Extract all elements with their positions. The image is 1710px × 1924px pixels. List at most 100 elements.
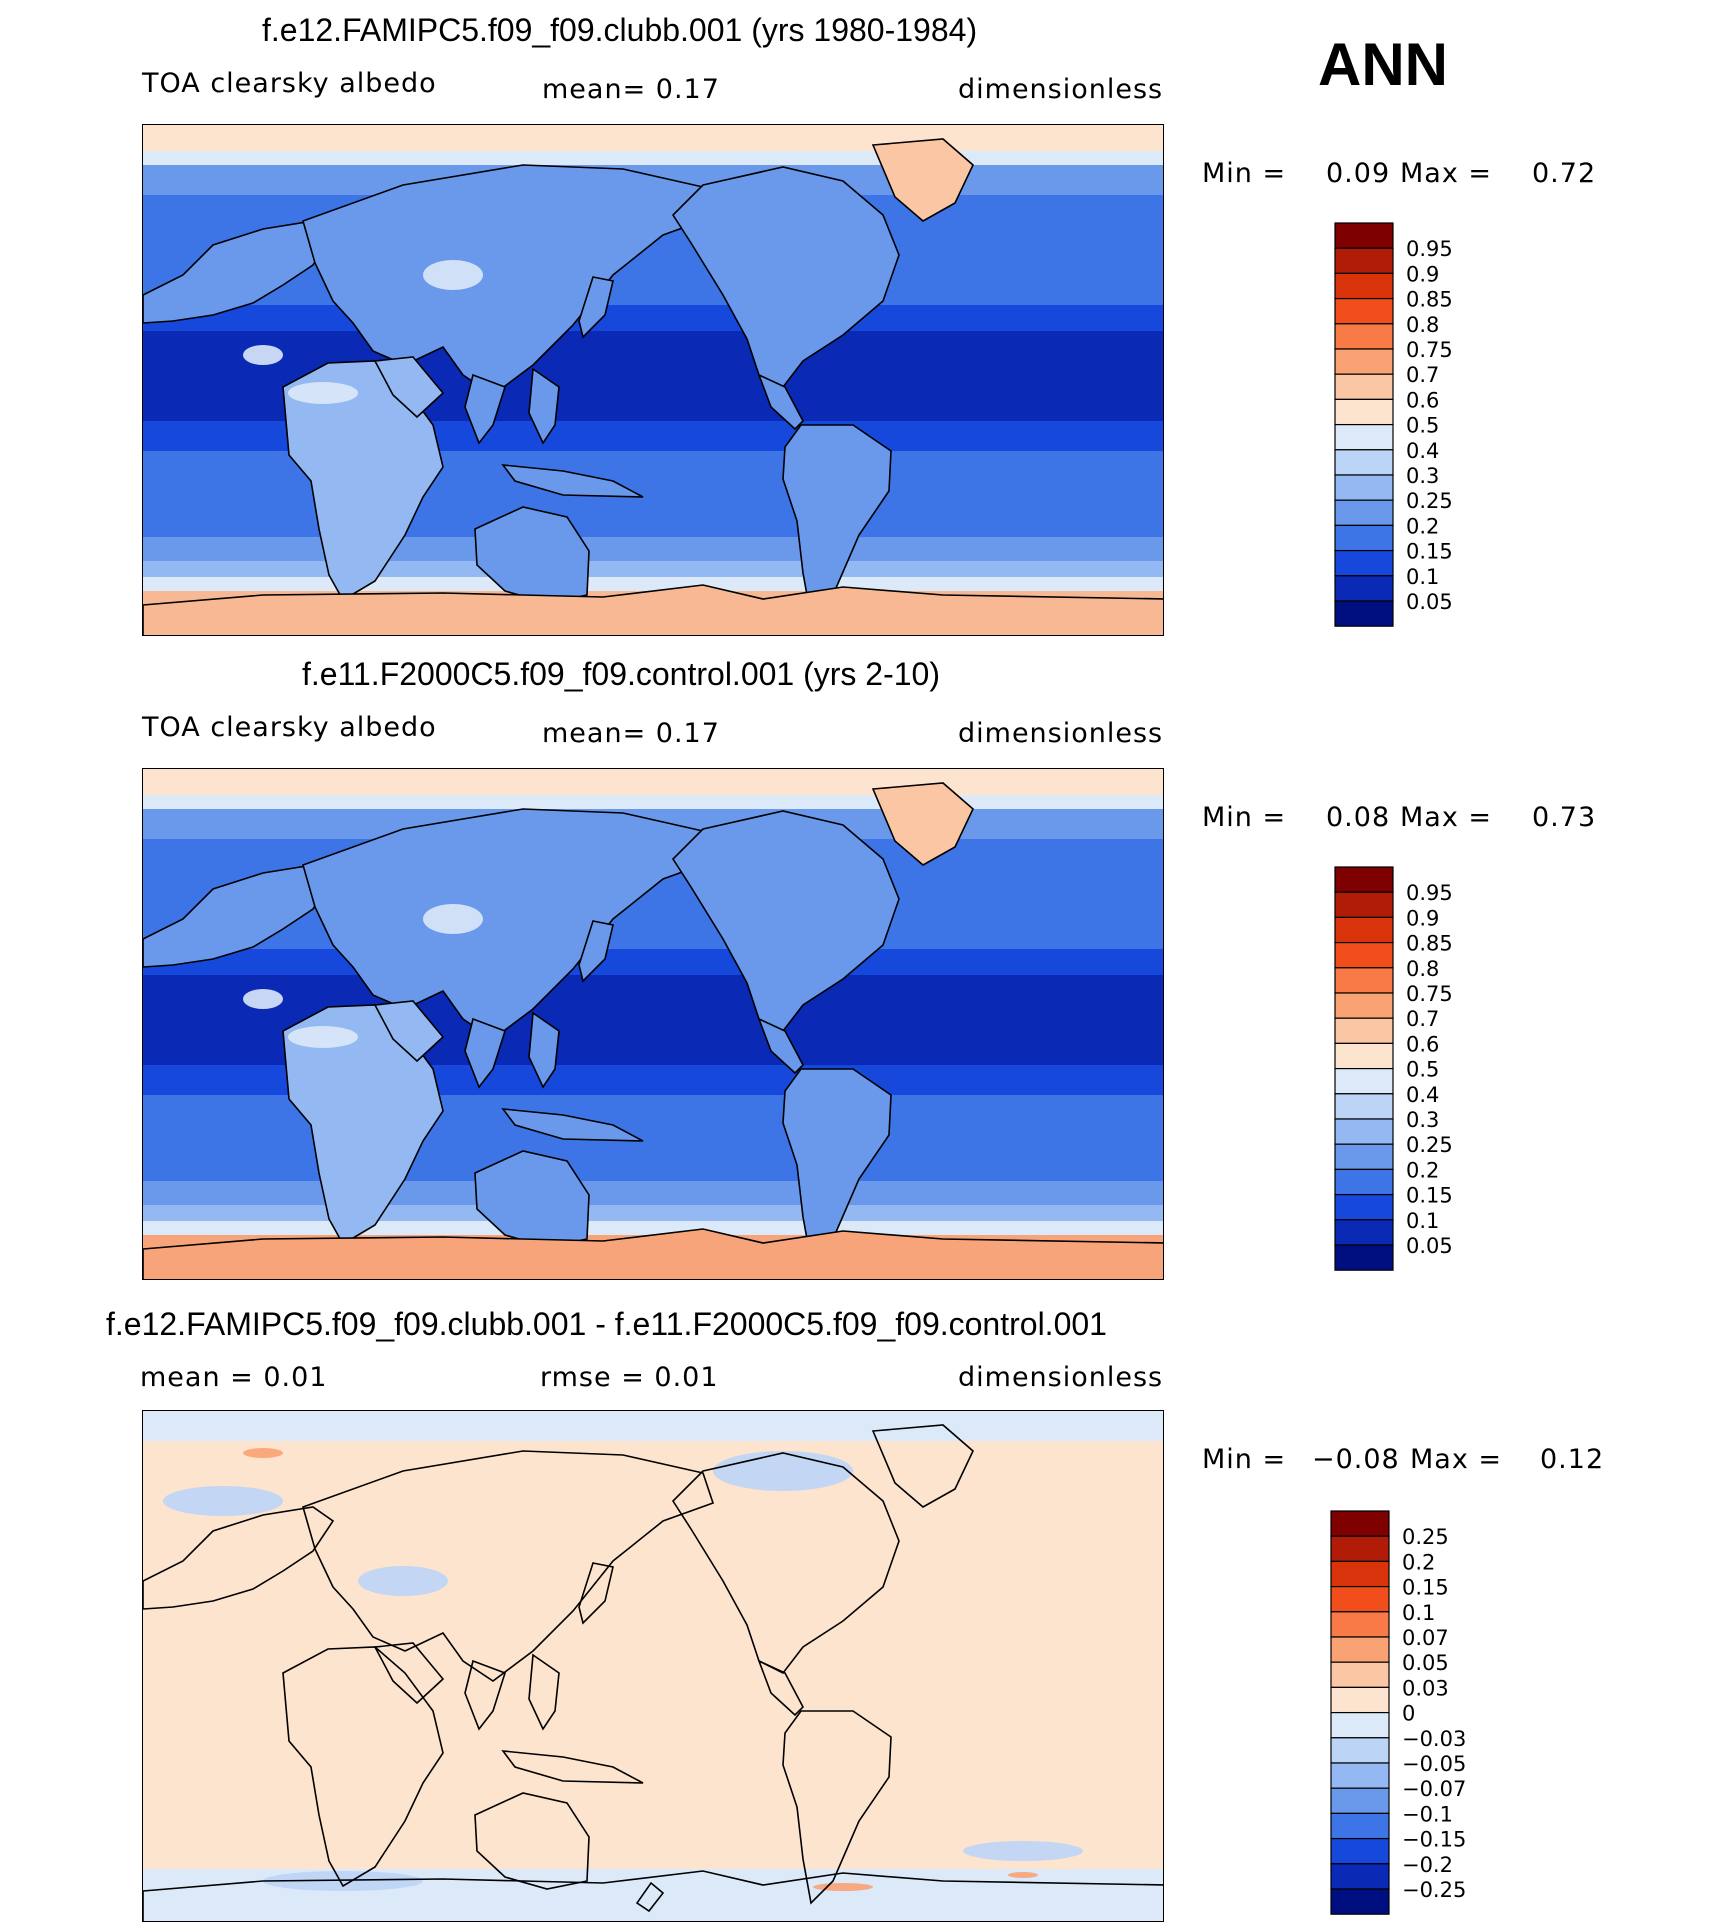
japan-landmass bbox=[578, 920, 614, 983]
colorbar-swatch bbox=[1334, 348, 1394, 375]
colorbar-swatch bbox=[1330, 1686, 1390, 1714]
panel-3-title: f.e12.FAMIPC5.f09_f09.clubb.001 - f.e11.… bbox=[106, 1306, 1107, 1342]
albedo-band bbox=[143, 949, 1163, 975]
colorbar-swatch bbox=[1334, 1017, 1394, 1044]
indonesia-landmass bbox=[501, 464, 644, 498]
colorbar-tick-label: 0.4 bbox=[1406, 439, 1439, 463]
positive-anomaly-patch bbox=[243, 1448, 283, 1458]
colorbar-tick-label: 0.2 bbox=[1402, 1550, 1435, 1574]
colorbar-tick-label: 0.85 bbox=[1406, 932, 1453, 956]
colorbar-tick-label: 0.15 bbox=[1406, 540, 1453, 564]
arabia-coastline bbox=[373, 1642, 445, 1705]
colorbar-tick-label: 0.6 bbox=[1406, 388, 1439, 412]
colorbar-tick-label: 0.75 bbox=[1406, 338, 1453, 362]
albedo-band bbox=[143, 1221, 1163, 1235]
panel-2-field-label: TOA clearsky albedo bbox=[142, 712, 437, 743]
albedo-band bbox=[143, 1181, 1163, 1205]
colorbar-tick-label: 0.15 bbox=[1402, 1576, 1449, 1600]
colorbar-swatch bbox=[1330, 1737, 1390, 1764]
asia-landmass bbox=[302, 164, 715, 396]
albedo-band bbox=[143, 537, 1163, 561]
colorbar-swatch bbox=[1334, 1244, 1394, 1271]
southamerica-coastline bbox=[782, 1710, 892, 1905]
panel-2-title: f.e11.F2000C5.f09_f09.control.001 (yrs 2… bbox=[302, 656, 940, 692]
colorbar-tick-label: −0.05 bbox=[1402, 1752, 1466, 1776]
northamerica-coastline bbox=[671, 1452, 900, 1675]
panel-1-title: f.e12.FAMIPC5.f09_f09.clubb.001 (yrs 198… bbox=[262, 12, 978, 48]
europe-coastline bbox=[143, 1506, 335, 1610]
colorbar-swatch bbox=[1330, 1661, 1390, 1688]
colorbar-swatch bbox=[1334, 1143, 1394, 1170]
panel-1-units: dimensionless bbox=[958, 74, 1164, 105]
bright-land-patch bbox=[288, 382, 358, 404]
panel-2-units: dimensionless bbox=[958, 718, 1164, 749]
map-field bbox=[143, 1411, 1163, 1921]
colorbar-tick-label: 0.85 bbox=[1406, 288, 1453, 312]
colorbar-swatch bbox=[1334, 423, 1394, 451]
colorbar-tick-label: 0.8 bbox=[1406, 313, 1439, 337]
colorbar-tick-label: 0.95 bbox=[1406, 881, 1453, 905]
greenland-landmass bbox=[871, 138, 974, 222]
panel-3-units: dimensionless bbox=[958, 1362, 1164, 1393]
panel-1-field-label: TOA clearsky albedo bbox=[142, 68, 437, 99]
northamerica-landmass bbox=[671, 166, 900, 389]
panel-2-max-value: 0.73 bbox=[1532, 802, 1597, 833]
albedo-band bbox=[143, 125, 1163, 151]
colorbar-swatch bbox=[1334, 373, 1394, 400]
colorbar-swatch bbox=[1330, 1888, 1390, 1915]
positive-anomaly-patch bbox=[1008, 1872, 1038, 1878]
bright-land-patch bbox=[243, 989, 283, 1009]
negative-anomaly-patch bbox=[713, 1451, 853, 1491]
centralamerica-landmass bbox=[757, 1017, 804, 1075]
colorbar-tick-label: 0.2 bbox=[1406, 514, 1439, 538]
panel-3-min-label: Min = bbox=[1202, 1444, 1287, 1475]
colorbar-tick-label: 0.5 bbox=[1406, 1058, 1439, 1082]
albedo-band bbox=[143, 305, 1163, 331]
panel-1-map bbox=[142, 124, 1164, 636]
japan-coastline bbox=[578, 1562, 614, 1625]
panel-2-colorbar: 0.95 0.9 0.85 0.8 0.75 0.7 0.6 0.5 0.4 0.3 0.25 0.2… bbox=[1334, 866, 1494, 1278]
colorbar-tick-label: 0.6 bbox=[1406, 1032, 1439, 1056]
panel-3-map bbox=[142, 1410, 1164, 1922]
colorbar-tick-label: −0.15 bbox=[1402, 1828, 1466, 1852]
colorbar-swatch bbox=[1334, 967, 1394, 994]
colorbar-swatch bbox=[1330, 1812, 1390, 1840]
positive-anomaly-patch bbox=[813, 1883, 873, 1891]
colorbar-tick-label: 0.9 bbox=[1406, 906, 1439, 930]
negative-anomaly-patch bbox=[263, 1871, 423, 1891]
colorbar-tick-label: 0.9 bbox=[1406, 262, 1439, 286]
colorbar-tick-label: 0.5 bbox=[1406, 414, 1439, 438]
colorbar-swatch bbox=[1334, 499, 1394, 526]
panel-2-map bbox=[142, 768, 1164, 1280]
colorbar-tick-label: −0.03 bbox=[1402, 1727, 1466, 1751]
colorbar-swatch bbox=[1334, 524, 1394, 552]
colorbar-swatch bbox=[1334, 1219, 1394, 1246]
colorbar-tick-label: 0.25 bbox=[1402, 1525, 1449, 1549]
bright-land-patch bbox=[423, 260, 483, 290]
colorbar-swatch bbox=[1334, 449, 1394, 476]
colorbar-swatch bbox=[1334, 600, 1394, 627]
panel-2-mean: mean= 0.17 bbox=[542, 718, 720, 749]
colorbar-swatch bbox=[1334, 297, 1394, 325]
indonesia-landmass bbox=[501, 1108, 644, 1142]
colorbar-tick-label: 0.1 bbox=[1406, 565, 1439, 589]
colorbar-tick-label: −0.07 bbox=[1402, 1777, 1466, 1801]
colorbar-swatch bbox=[1334, 549, 1394, 577]
colorbar-swatch bbox=[1334, 1118, 1394, 1145]
colorbar-swatch bbox=[1330, 1762, 1390, 1789]
seasia-landmass bbox=[528, 367, 560, 445]
colorbar-swatch bbox=[1334, 323, 1394, 350]
bright-land-patch bbox=[423, 904, 483, 934]
difference-field bbox=[143, 1411, 1163, 1921]
panel-1-max-label: Max = bbox=[1400, 158, 1493, 189]
colorbar-tick-label: 0.25 bbox=[1406, 1133, 1453, 1157]
panel-2-max-label: Max = bbox=[1400, 802, 1493, 833]
season-label: ANN bbox=[1318, 31, 1448, 98]
arabia-landmass bbox=[373, 356, 445, 419]
colorbar-swatch bbox=[1330, 1837, 1390, 1865]
australia-coastline bbox=[474, 1792, 590, 1890]
india-coastline bbox=[464, 1659, 506, 1731]
colorbar-tick-label: 0.8 bbox=[1406, 957, 1439, 981]
colorbar-swatch bbox=[1330, 1535, 1390, 1562]
map-field bbox=[143, 125, 1163, 635]
